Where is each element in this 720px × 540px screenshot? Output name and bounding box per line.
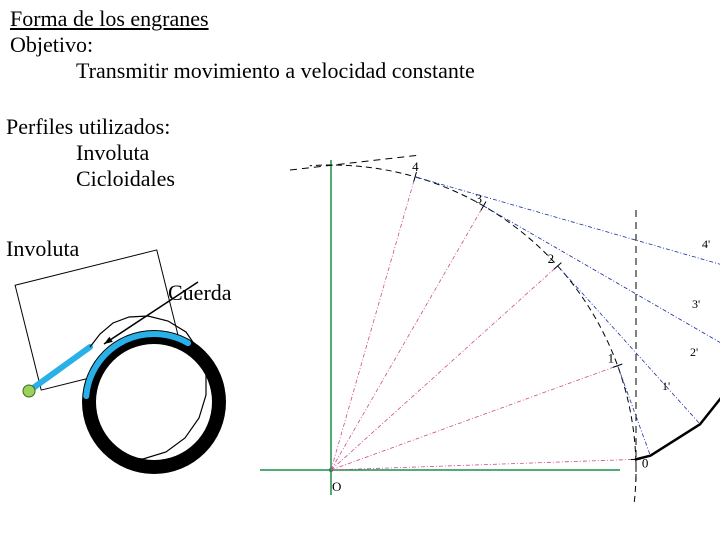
- objective-label: Objetivo:: [10, 32, 93, 58]
- profiles-item-cicloidales: Cicloidales: [76, 166, 175, 192]
- svg-text:3: 3: [476, 191, 483, 206]
- involuta-heading: Involuta: [6, 236, 79, 262]
- objective-text: Transmitir movimiento a velocidad consta…: [76, 58, 475, 84]
- svg-text:2': 2': [690, 345, 698, 359]
- svg-text:4: 4: [412, 159, 419, 174]
- slide-canvas: { "page": { "width": 720, "height": 540,…: [0, 0, 720, 540]
- title: Forma de los engranes: [10, 6, 209, 32]
- profiles-item-involuta: Involuta: [76, 140, 149, 166]
- svg-text:1': 1': [662, 379, 670, 393]
- svg-text:2: 2: [548, 251, 555, 266]
- svg-text:3': 3': [692, 297, 700, 311]
- profiles-label: Perfiles utilizados:: [6, 114, 170, 140]
- svg-text:4': 4': [702, 237, 710, 251]
- svg-text:O: O: [332, 479, 341, 494]
- svg-text:0: 0: [642, 455, 649, 470]
- cuerda-label: Cuerda: [168, 280, 232, 306]
- svg-text:1: 1: [608, 351, 615, 366]
